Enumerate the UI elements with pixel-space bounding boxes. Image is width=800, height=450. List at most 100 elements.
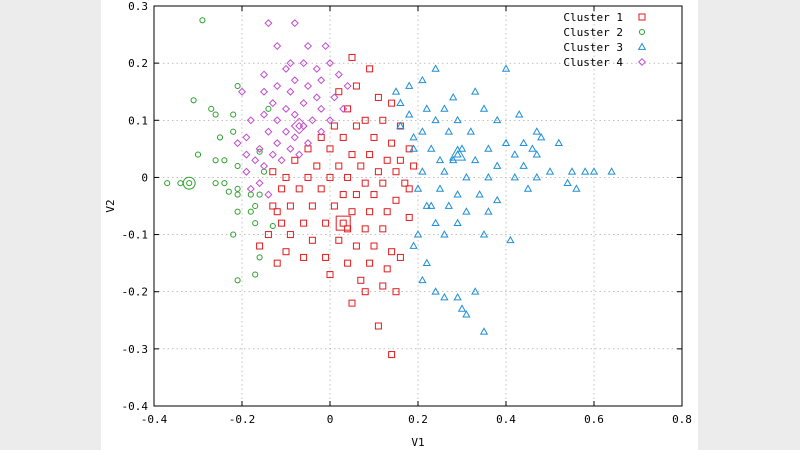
- data-point: [418, 75, 427, 84]
- data-point: [335, 236, 343, 244]
- data-point: [281, 64, 291, 73]
- cluster-center-marker: [449, 145, 467, 161]
- y-tick-label: -0.3: [122, 343, 149, 356]
- data-point: [501, 138, 511, 147]
- data-point: [431, 218, 440, 227]
- data-point: [422, 201, 431, 209]
- data-point: [225, 188, 232, 195]
- data-point: [212, 157, 219, 164]
- data-point: [532, 172, 541, 181]
- data-point: [304, 173, 312, 181]
- data-point: [247, 208, 254, 215]
- data-point: [466, 127, 475, 135]
- data-point: [379, 116, 387, 124]
- data-point: [242, 133, 251, 142]
- data-point: [177, 180, 184, 187]
- data-point: [348, 299, 356, 307]
- data-point: [396, 156, 404, 164]
- data-point: [435, 155, 445, 164]
- data-point: [299, 59, 308, 68]
- data-points: [164, 17, 616, 359]
- data-point: [273, 259, 281, 267]
- data-point: [269, 168, 277, 176]
- data-point: [281, 127, 291, 136]
- data-point: [252, 271, 259, 278]
- data-point: [366, 259, 374, 267]
- data-point: [317, 127, 326, 136]
- data-point: [291, 156, 299, 164]
- data-point: [234, 162, 241, 170]
- data-point: [567, 167, 577, 175]
- data-point: [352, 82, 360, 90]
- data-point: [431, 115, 440, 124]
- data-point: [484, 172, 493, 181]
- data-point: [273, 208, 281, 216]
- data-point: [379, 179, 387, 187]
- data-point: [295, 150, 304, 159]
- data-point: [449, 92, 458, 101]
- data-point: [357, 162, 365, 170]
- data-point: [510, 172, 519, 181]
- data-point: [212, 111, 219, 118]
- data-point: [453, 292, 462, 301]
- x-tick-label: 0.8: [672, 413, 692, 426]
- cluster-center-marker: [453, 150, 462, 158]
- data-point: [383, 208, 391, 216]
- data-point: [256, 191, 263, 198]
- data-point: [343, 81, 352, 91]
- data-point: [366, 208, 374, 216]
- data-point: [282, 173, 290, 181]
- data-point: [246, 184, 255, 193]
- y-tick-label: 0.2: [128, 57, 148, 70]
- data-point: [361, 225, 369, 233]
- data-point: [265, 105, 272, 112]
- data-point: [194, 151, 202, 158]
- data-point: [361, 288, 369, 296]
- data-point: [379, 225, 387, 233]
- x-tick-label: 0.4: [496, 413, 516, 426]
- y-axis-title: V2: [104, 199, 117, 212]
- data-point: [388, 139, 396, 147]
- data-point: [348, 53, 356, 61]
- data-point: [221, 157, 228, 164]
- data-point: [427, 144, 436, 152]
- data-point: [273, 139, 282, 148]
- data-point: [532, 127, 541, 135]
- data-point: [335, 88, 343, 96]
- data-point: [264, 127, 273, 136]
- data-point: [312, 93, 321, 102]
- data-point: [233, 139, 242, 148]
- grid-lines: [154, 6, 682, 406]
- data-point: [190, 97, 197, 104]
- data-point: [264, 190, 273, 199]
- data-point: [300, 253, 308, 261]
- data-point: [251, 156, 260, 165]
- data-point: [303, 81, 313, 91]
- x-tick-label: 0: [327, 413, 334, 426]
- data-point: [440, 167, 449, 175]
- data-point: [326, 173, 334, 181]
- data-point: [278, 185, 286, 193]
- data-point: [392, 196, 400, 204]
- data-point: [370, 191, 378, 199]
- data-point: [290, 76, 299, 85]
- legend-marker: [637, 57, 647, 67]
- data-point: [392, 288, 400, 296]
- data-point: [295, 185, 303, 193]
- data-point: [457, 304, 467, 312]
- data-point: [581, 167, 590, 175]
- y-tick-label: 0.3: [128, 0, 148, 13]
- data-point: [264, 231, 272, 239]
- data-point: [264, 19, 273, 28]
- data-point: [290, 19, 299, 28]
- legend-label: Cluster 4: [563, 56, 623, 69]
- data-point: [317, 185, 325, 193]
- data-point: [259, 87, 269, 96]
- data-point: [234, 191, 241, 198]
- data-point: [471, 287, 480, 295]
- data-point: [545, 167, 555, 175]
- data-point: [405, 81, 414, 89]
- data-point: [493, 115, 502, 124]
- data-point: [427, 201, 436, 209]
- series-cluster-1: [256, 53, 418, 359]
